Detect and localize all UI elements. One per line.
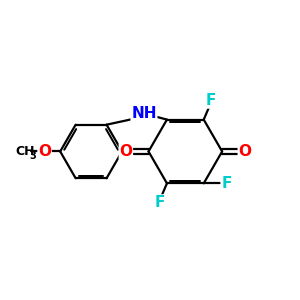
Text: F: F xyxy=(221,176,232,191)
Text: F: F xyxy=(206,93,216,108)
Text: O: O xyxy=(38,144,51,159)
Text: F: F xyxy=(154,195,165,210)
Text: NH: NH xyxy=(131,106,157,121)
Text: O: O xyxy=(238,144,251,159)
Text: O: O xyxy=(119,144,132,159)
Text: 3: 3 xyxy=(30,151,37,161)
Text: CH: CH xyxy=(15,145,34,158)
